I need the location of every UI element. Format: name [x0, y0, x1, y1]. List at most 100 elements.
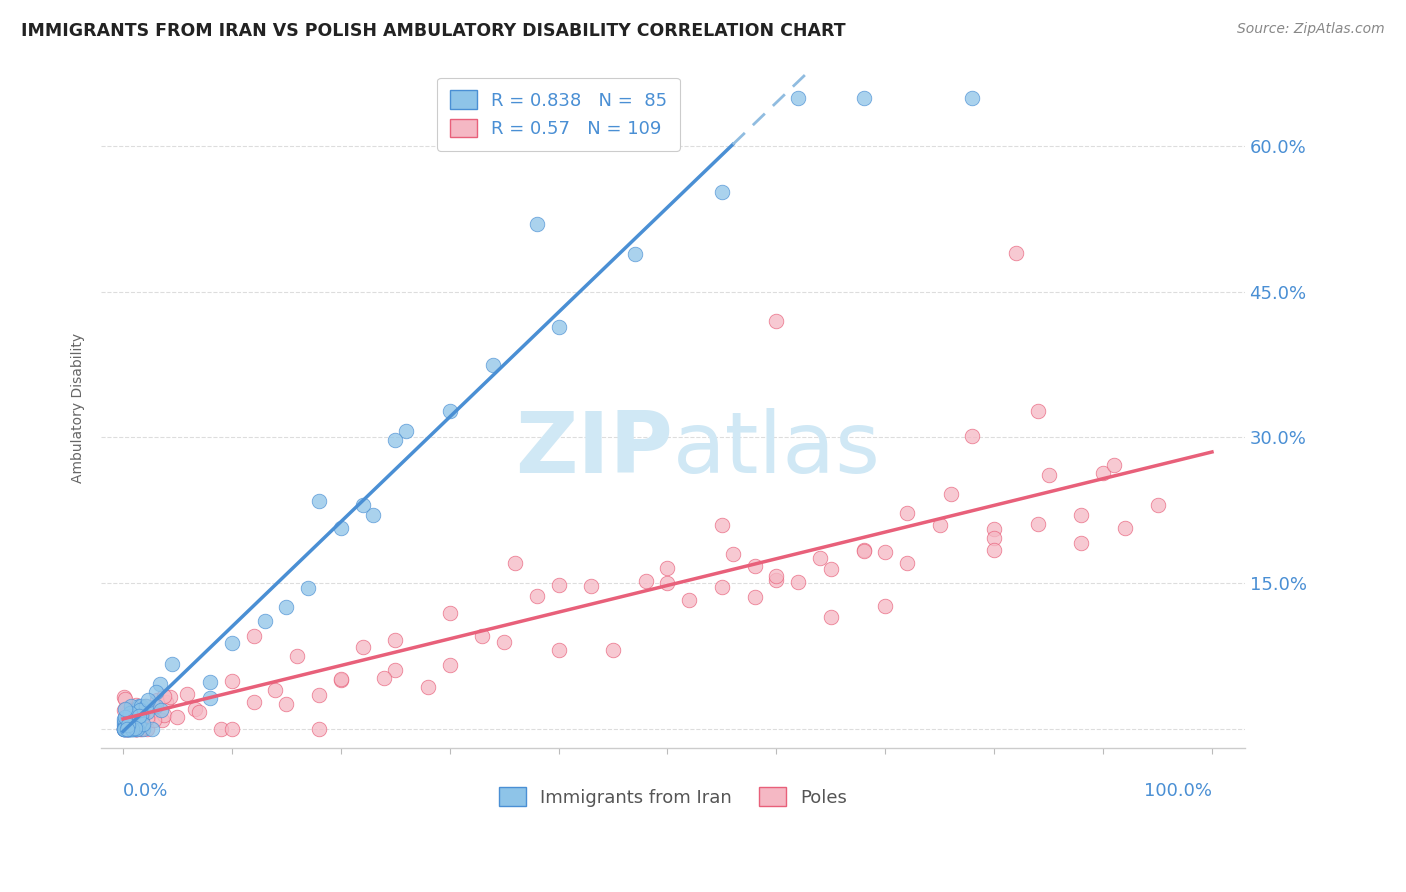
Point	[962, 90, 984, 104]
Point	[125, 714, 148, 728]
Point	[129, 722, 152, 736]
Point	[242, 629, 264, 643]
Point	[765, 568, 787, 582]
Point	[875, 599, 897, 613]
Point	[526, 217, 548, 231]
Point	[162, 657, 184, 671]
Point	[150, 713, 173, 727]
Point	[128, 698, 150, 713]
Point	[482, 358, 505, 372]
Point	[744, 590, 766, 604]
Point	[128, 719, 150, 733]
Point	[787, 575, 810, 590]
Point	[416, 680, 439, 694]
Point	[114, 722, 136, 736]
Point	[765, 573, 787, 587]
Point	[135, 722, 157, 736]
Point	[820, 562, 842, 576]
Point	[678, 593, 700, 607]
Point	[1038, 467, 1060, 482]
Point	[118, 720, 141, 734]
Point	[547, 320, 569, 334]
Point	[526, 589, 548, 603]
Point	[120, 709, 142, 723]
Point	[176, 688, 198, 702]
Point	[820, 610, 842, 624]
Point	[122, 722, 145, 736]
Text: 100.0%: 100.0%	[1144, 782, 1212, 800]
Point	[962, 428, 984, 442]
Point	[285, 648, 308, 663]
Point	[852, 543, 875, 558]
Point	[253, 614, 276, 628]
Point	[939, 487, 962, 501]
Point	[134, 699, 156, 714]
Point	[352, 498, 374, 512]
Point	[155, 695, 177, 709]
Point	[765, 314, 787, 328]
Point	[125, 722, 148, 736]
Point	[112, 714, 135, 729]
Point	[1114, 521, 1136, 535]
Point	[117, 722, 139, 736]
Text: Source: ZipAtlas.com: Source: ZipAtlas.com	[1237, 22, 1385, 37]
Point	[875, 545, 897, 559]
Point	[124, 698, 146, 713]
Point	[352, 640, 374, 654]
Point	[132, 722, 155, 736]
Point	[384, 633, 406, 648]
Point	[129, 698, 152, 713]
Point	[120, 722, 142, 736]
Text: 0.0%: 0.0%	[122, 782, 169, 800]
Point	[184, 702, 207, 716]
Point	[242, 695, 264, 709]
Point	[112, 712, 135, 726]
Point	[121, 722, 143, 736]
Point	[634, 574, 657, 589]
Point	[114, 722, 136, 736]
Point	[114, 692, 136, 706]
Point	[118, 720, 141, 734]
Point	[439, 658, 461, 673]
Point	[117, 700, 139, 714]
Point	[896, 557, 918, 571]
Point	[276, 697, 298, 711]
Point	[114, 716, 136, 731]
Point	[1092, 466, 1115, 480]
Text: IMMIGRANTS FROM IRAN VS POLISH AMBULATORY DISABILITY CORRELATION CHART: IMMIGRANTS FROM IRAN VS POLISH AMBULATOR…	[21, 22, 846, 40]
Point	[127, 722, 149, 736]
Point	[122, 708, 145, 723]
Point	[188, 705, 211, 719]
Point	[120, 698, 142, 713]
Point	[503, 556, 526, 570]
Point	[581, 579, 603, 593]
Point	[1026, 517, 1049, 532]
Point	[124, 721, 146, 735]
Point	[115, 722, 138, 736]
Point	[129, 703, 152, 717]
Point	[115, 706, 138, 720]
Point	[721, 547, 744, 561]
Point	[471, 629, 494, 643]
Point	[117, 722, 139, 736]
Point	[657, 561, 679, 575]
Point	[138, 693, 160, 707]
Point	[122, 712, 145, 726]
Point	[166, 709, 188, 723]
Point	[115, 714, 138, 728]
Point	[125, 722, 148, 736]
Point	[439, 606, 461, 620]
Point	[125, 722, 148, 736]
Point	[121, 706, 143, 720]
Point	[118, 722, 141, 736]
Point	[129, 708, 152, 723]
Point	[114, 714, 136, 729]
Point	[125, 706, 148, 721]
Point	[787, 90, 810, 104]
Point	[710, 185, 733, 199]
Point	[129, 722, 152, 736]
Point	[547, 642, 569, 657]
Point	[117, 708, 139, 723]
Point	[124, 714, 146, 728]
Point	[149, 677, 172, 691]
